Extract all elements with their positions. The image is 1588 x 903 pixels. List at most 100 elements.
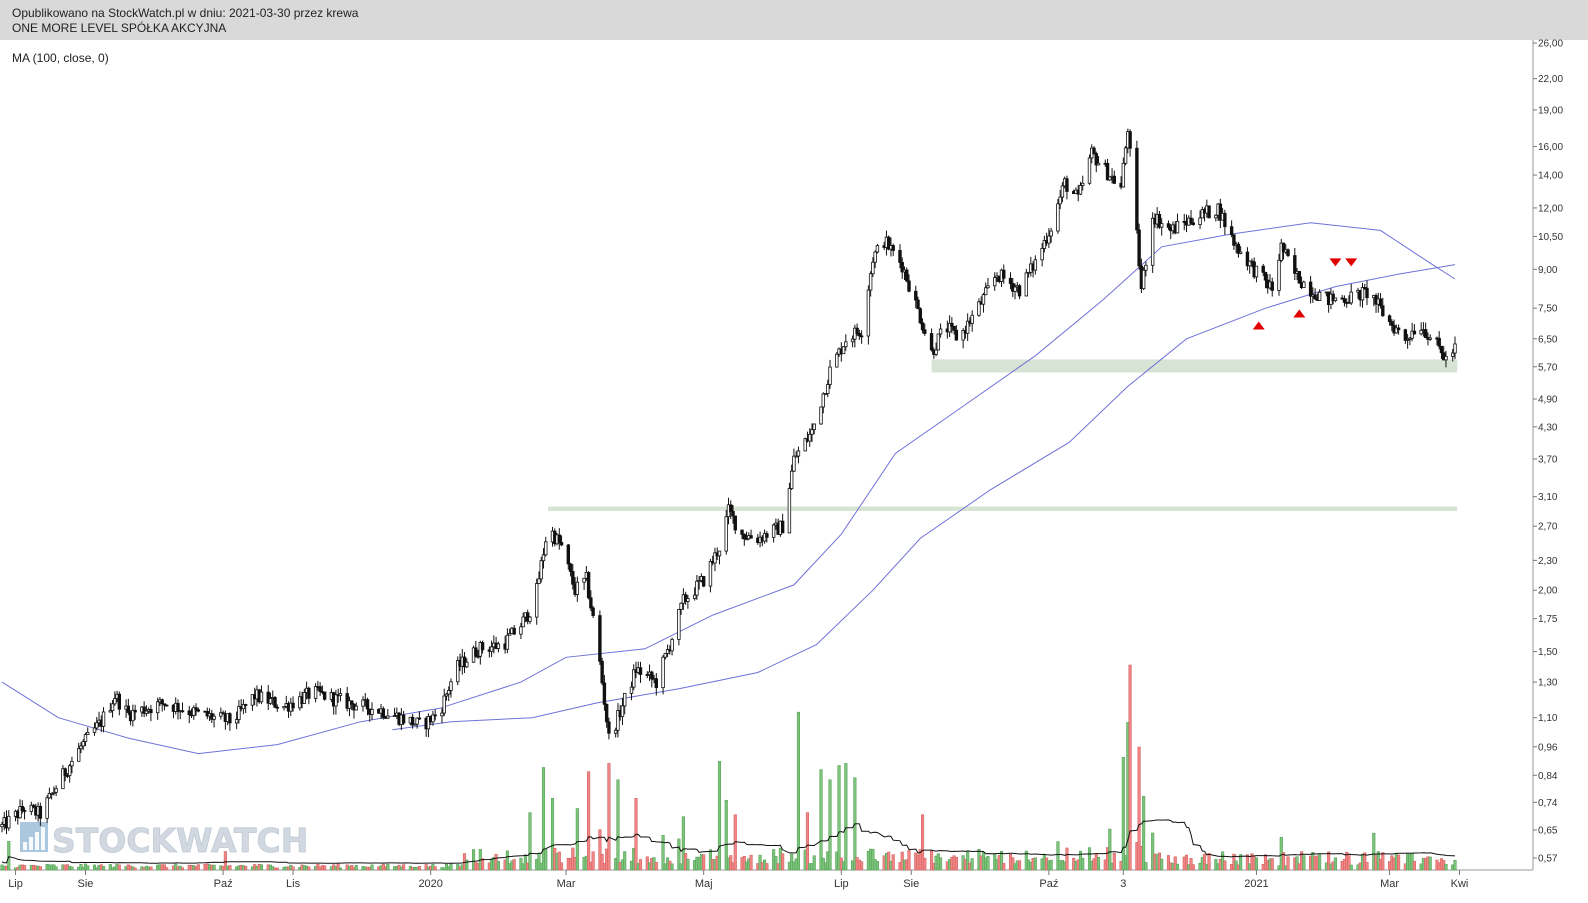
candle-body: [354, 705, 358, 711]
candle-body: [83, 734, 88, 742]
y-tick-label: 0,65: [1538, 825, 1558, 836]
volume-bar: [1327, 851, 1331, 871]
candle-body: [18, 805, 22, 819]
volume-bar: [550, 798, 555, 871]
watermark-icon-bar: [35, 832, 39, 850]
volume-bar: [1184, 854, 1189, 871]
candle-body: [905, 269, 909, 282]
candle-body: [322, 691, 327, 700]
candle-body: [77, 748, 81, 762]
volume-bar: [781, 853, 785, 871]
candle-body: [677, 608, 681, 640]
x-tick-label: Lip: [8, 878, 23, 890]
volume-bar: [600, 853, 604, 871]
candle-body: [1277, 259, 1281, 291]
volume-bar: [1160, 858, 1164, 871]
y-tick-label: 2,30: [1538, 556, 1558, 567]
y-tick-label: 10,50: [1538, 232, 1563, 243]
volume-bar: [38, 866, 42, 871]
candle-body: [1191, 222, 1195, 225]
y-tick-label: 5,70: [1538, 362, 1558, 373]
support-zone: [931, 359, 1458, 373]
candle-body: [1333, 297, 1338, 302]
candle-body: [70, 760, 74, 767]
candle-body: [1094, 153, 1098, 166]
candle-body: [92, 727, 97, 733]
volume-bar: [180, 867, 185, 871]
candle-body: [155, 701, 160, 714]
candle-body: [1247, 260, 1252, 267]
candle-body: [165, 704, 169, 707]
volume-bar: [724, 800, 728, 871]
candle-body: [1218, 203, 1223, 221]
candle-body: [1286, 249, 1290, 256]
x-tick-label: Paź: [1039, 878, 1058, 890]
candle-body: [22, 810, 27, 812]
volume-bar: [1281, 852, 1286, 871]
candle-body: [338, 693, 343, 697]
x-tick-label: Kwi: [1451, 878, 1469, 890]
volume-bar: [1144, 862, 1148, 871]
volume-bar: [702, 854, 706, 871]
y-tick-label: 19,00: [1538, 105, 1563, 116]
x-tick-label: Paź: [214, 878, 233, 890]
volume-bar: [433, 866, 437, 871]
candle-body: [812, 423, 816, 431]
candle-body: [733, 515, 737, 531]
watermark-logo: STOCKWATCH: [20, 821, 309, 860]
candle-body: [415, 717, 419, 725]
candle-body: [695, 580, 699, 596]
volume-bar: [1175, 863, 1180, 871]
candle-body: [607, 721, 611, 734]
candle-body: [923, 329, 927, 334]
chart-header: Opublikowano na StockWatch.pl w dniu: 20…: [0, 0, 1588, 40]
volume-bar: [149, 866, 153, 871]
candle-body: [7, 815, 11, 829]
candle-body: [1444, 356, 1448, 361]
candle-body: [507, 633, 512, 636]
candle-body: [0, 824, 4, 828]
volume-bar: [386, 863, 390, 871]
candle-body: [654, 678, 659, 689]
candle-body: [742, 533, 746, 540]
volume-bar: [1191, 864, 1195, 871]
candle-body: [431, 714, 435, 723]
candle-body: [1349, 291, 1353, 304]
candle-body: [977, 301, 981, 316]
y-tick-label: 14,00: [1538, 171, 1563, 182]
buy-signal-marker: [1252, 321, 1265, 330]
candle-body: [1453, 343, 1457, 354]
volume-bar: [828, 779, 832, 871]
volume-bar: [244, 866, 248, 871]
volume-bar: [1121, 757, 1125, 871]
candle-body: [61, 768, 65, 790]
candle-body: [1033, 259, 1038, 271]
volume-bar: [23, 865, 27, 871]
candle-body: [275, 706, 279, 709]
candle-body: [273, 697, 277, 708]
candle-body: [794, 455, 798, 458]
volume-bar: [1173, 856, 1177, 871]
volume-bar: [1087, 847, 1092, 871]
candle-body: [313, 686, 318, 699]
volume-bar: [417, 866, 421, 871]
candle-body: [212, 715, 216, 720]
volume-bar: [165, 867, 169, 871]
candle-body: [871, 261, 875, 275]
candle-body: [568, 563, 573, 572]
candle-body: [1297, 270, 1302, 284]
volume-bar: [805, 812, 810, 871]
candle-body: [731, 511, 735, 517]
candle-body: [868, 273, 873, 291]
volume-bar: [223, 851, 227, 871]
candle-body: [413, 723, 417, 726]
volume-bar: [575, 808, 579, 871]
candle-body: [496, 643, 501, 649]
y-tick-label: 1,75: [1538, 614, 1558, 625]
volume-bar: [681, 816, 685, 871]
indicator-label: MA (100, close, 0): [12, 51, 109, 65]
volume-bar: [291, 866, 295, 871]
volume-bar: [1381, 852, 1385, 871]
candle-body: [350, 700, 354, 705]
candle-body: [936, 333, 941, 351]
